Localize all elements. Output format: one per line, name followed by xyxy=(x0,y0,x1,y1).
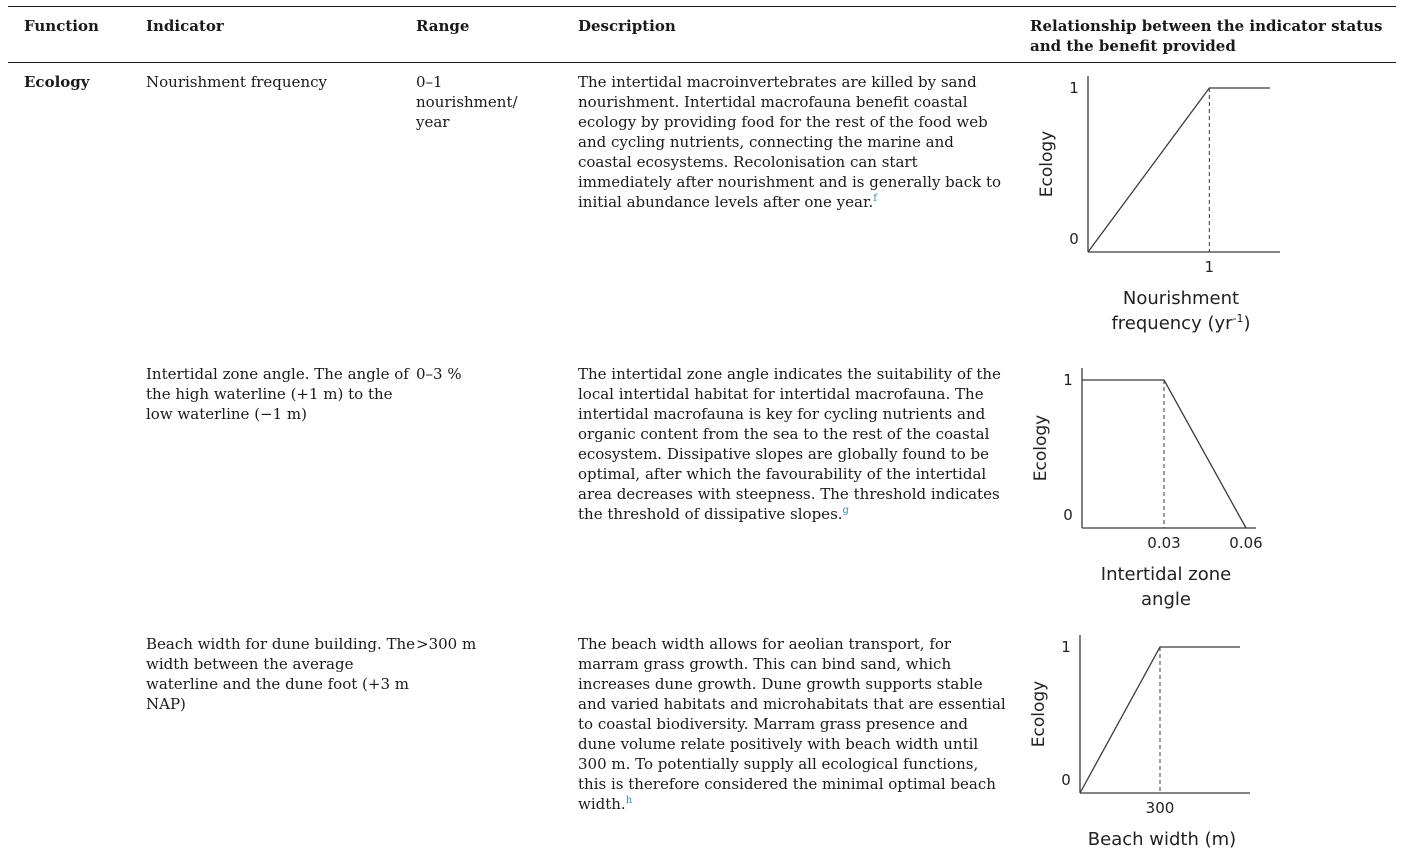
table-top-rule xyxy=(8,6,1396,7)
y-tick-label: 1 xyxy=(1061,638,1071,656)
header-indicator: Indicator xyxy=(146,17,224,35)
x-axis-label-close: ) xyxy=(1244,313,1251,334)
indicator-cell: Nourishment frequency xyxy=(146,73,327,91)
x-axis-label: frequency (yr-1) xyxy=(1111,312,1250,334)
table-header-row: Function Indicator Range Description Rel… xyxy=(8,8,1396,62)
range-cell: 0–3 % xyxy=(416,365,462,383)
beach-width-chart: 0 1 Ecology 300 Beach width (m) xyxy=(1029,635,1250,850)
description-text: The intertidal macroinvertebrates are ki… xyxy=(578,73,1002,211)
footnote-ref[interactable]: g xyxy=(842,505,849,516)
y-tick-label: 0 xyxy=(1069,230,1079,248)
footnote-ref[interactable]: h xyxy=(625,795,633,806)
description-cell: The intertidal zone angle indicates the … xyxy=(578,364,1010,524)
y-tick-label: 1 xyxy=(1069,79,1079,97)
range-cell: 0–1 nourishment/ year xyxy=(416,73,518,131)
table-header-rule xyxy=(8,62,1396,63)
header-range: Range xyxy=(416,17,470,35)
header-description: Description xyxy=(578,17,676,35)
indicator-cell: Beach width for dune building. The width… xyxy=(146,635,416,713)
x-tick-label: 0.03 xyxy=(1147,534,1180,552)
header-relationship: Relationship between the indicator statu… xyxy=(1030,17,1383,55)
y-tick-label: 0 xyxy=(1061,771,1071,789)
x-axis-label-superscript: -1 xyxy=(1233,312,1244,325)
x-axis-label: Intertidal zone xyxy=(1101,564,1231,585)
y-tick-label: 1 xyxy=(1063,371,1073,389)
description-cell: The beach width allows for aeolian trans… xyxy=(578,634,1010,814)
description-text: The beach width allows for aeolian trans… xyxy=(578,635,1006,813)
x-tick-label: 300 xyxy=(1146,799,1175,817)
series-line xyxy=(1082,379,1247,529)
description-cell: The intertidal macroinvertebrates are ki… xyxy=(578,72,1010,212)
header-function: Function xyxy=(24,17,99,35)
range-cell: >300 m xyxy=(416,635,477,653)
intertidal-angle-chart: 0 1 Ecology 0.03 0.06 Intertidal zone angle xyxy=(1031,368,1263,610)
nourishment-frequency-chart: 0 1 Ecology 1 Nourishment frequency (yr-1) xyxy=(1037,76,1280,334)
series-line xyxy=(1079,646,1240,794)
x-axis-label: Beach width (m) xyxy=(1088,829,1236,850)
x-axis-label: angle xyxy=(1141,589,1191,610)
series-line xyxy=(1087,87,1270,253)
y-axis-label: Ecology xyxy=(1029,681,1049,747)
description-text: The intertidal zone angle indicates the … xyxy=(578,365,1001,523)
y-axis-label: Ecology xyxy=(1037,131,1057,197)
x-axis-label: Nourishment xyxy=(1123,288,1239,309)
indicator-cell: Intertidal zone angle. The angle of the … xyxy=(146,365,409,423)
y-tick-label: 0 xyxy=(1063,506,1073,524)
x-tick-label: 1 xyxy=(1205,258,1215,276)
x-tick-label: 0.06 xyxy=(1229,534,1262,552)
y-axis-label: Ecology xyxy=(1031,415,1051,481)
function-cell: Ecology xyxy=(24,73,90,91)
footnote-ref[interactable]: f xyxy=(873,193,877,204)
